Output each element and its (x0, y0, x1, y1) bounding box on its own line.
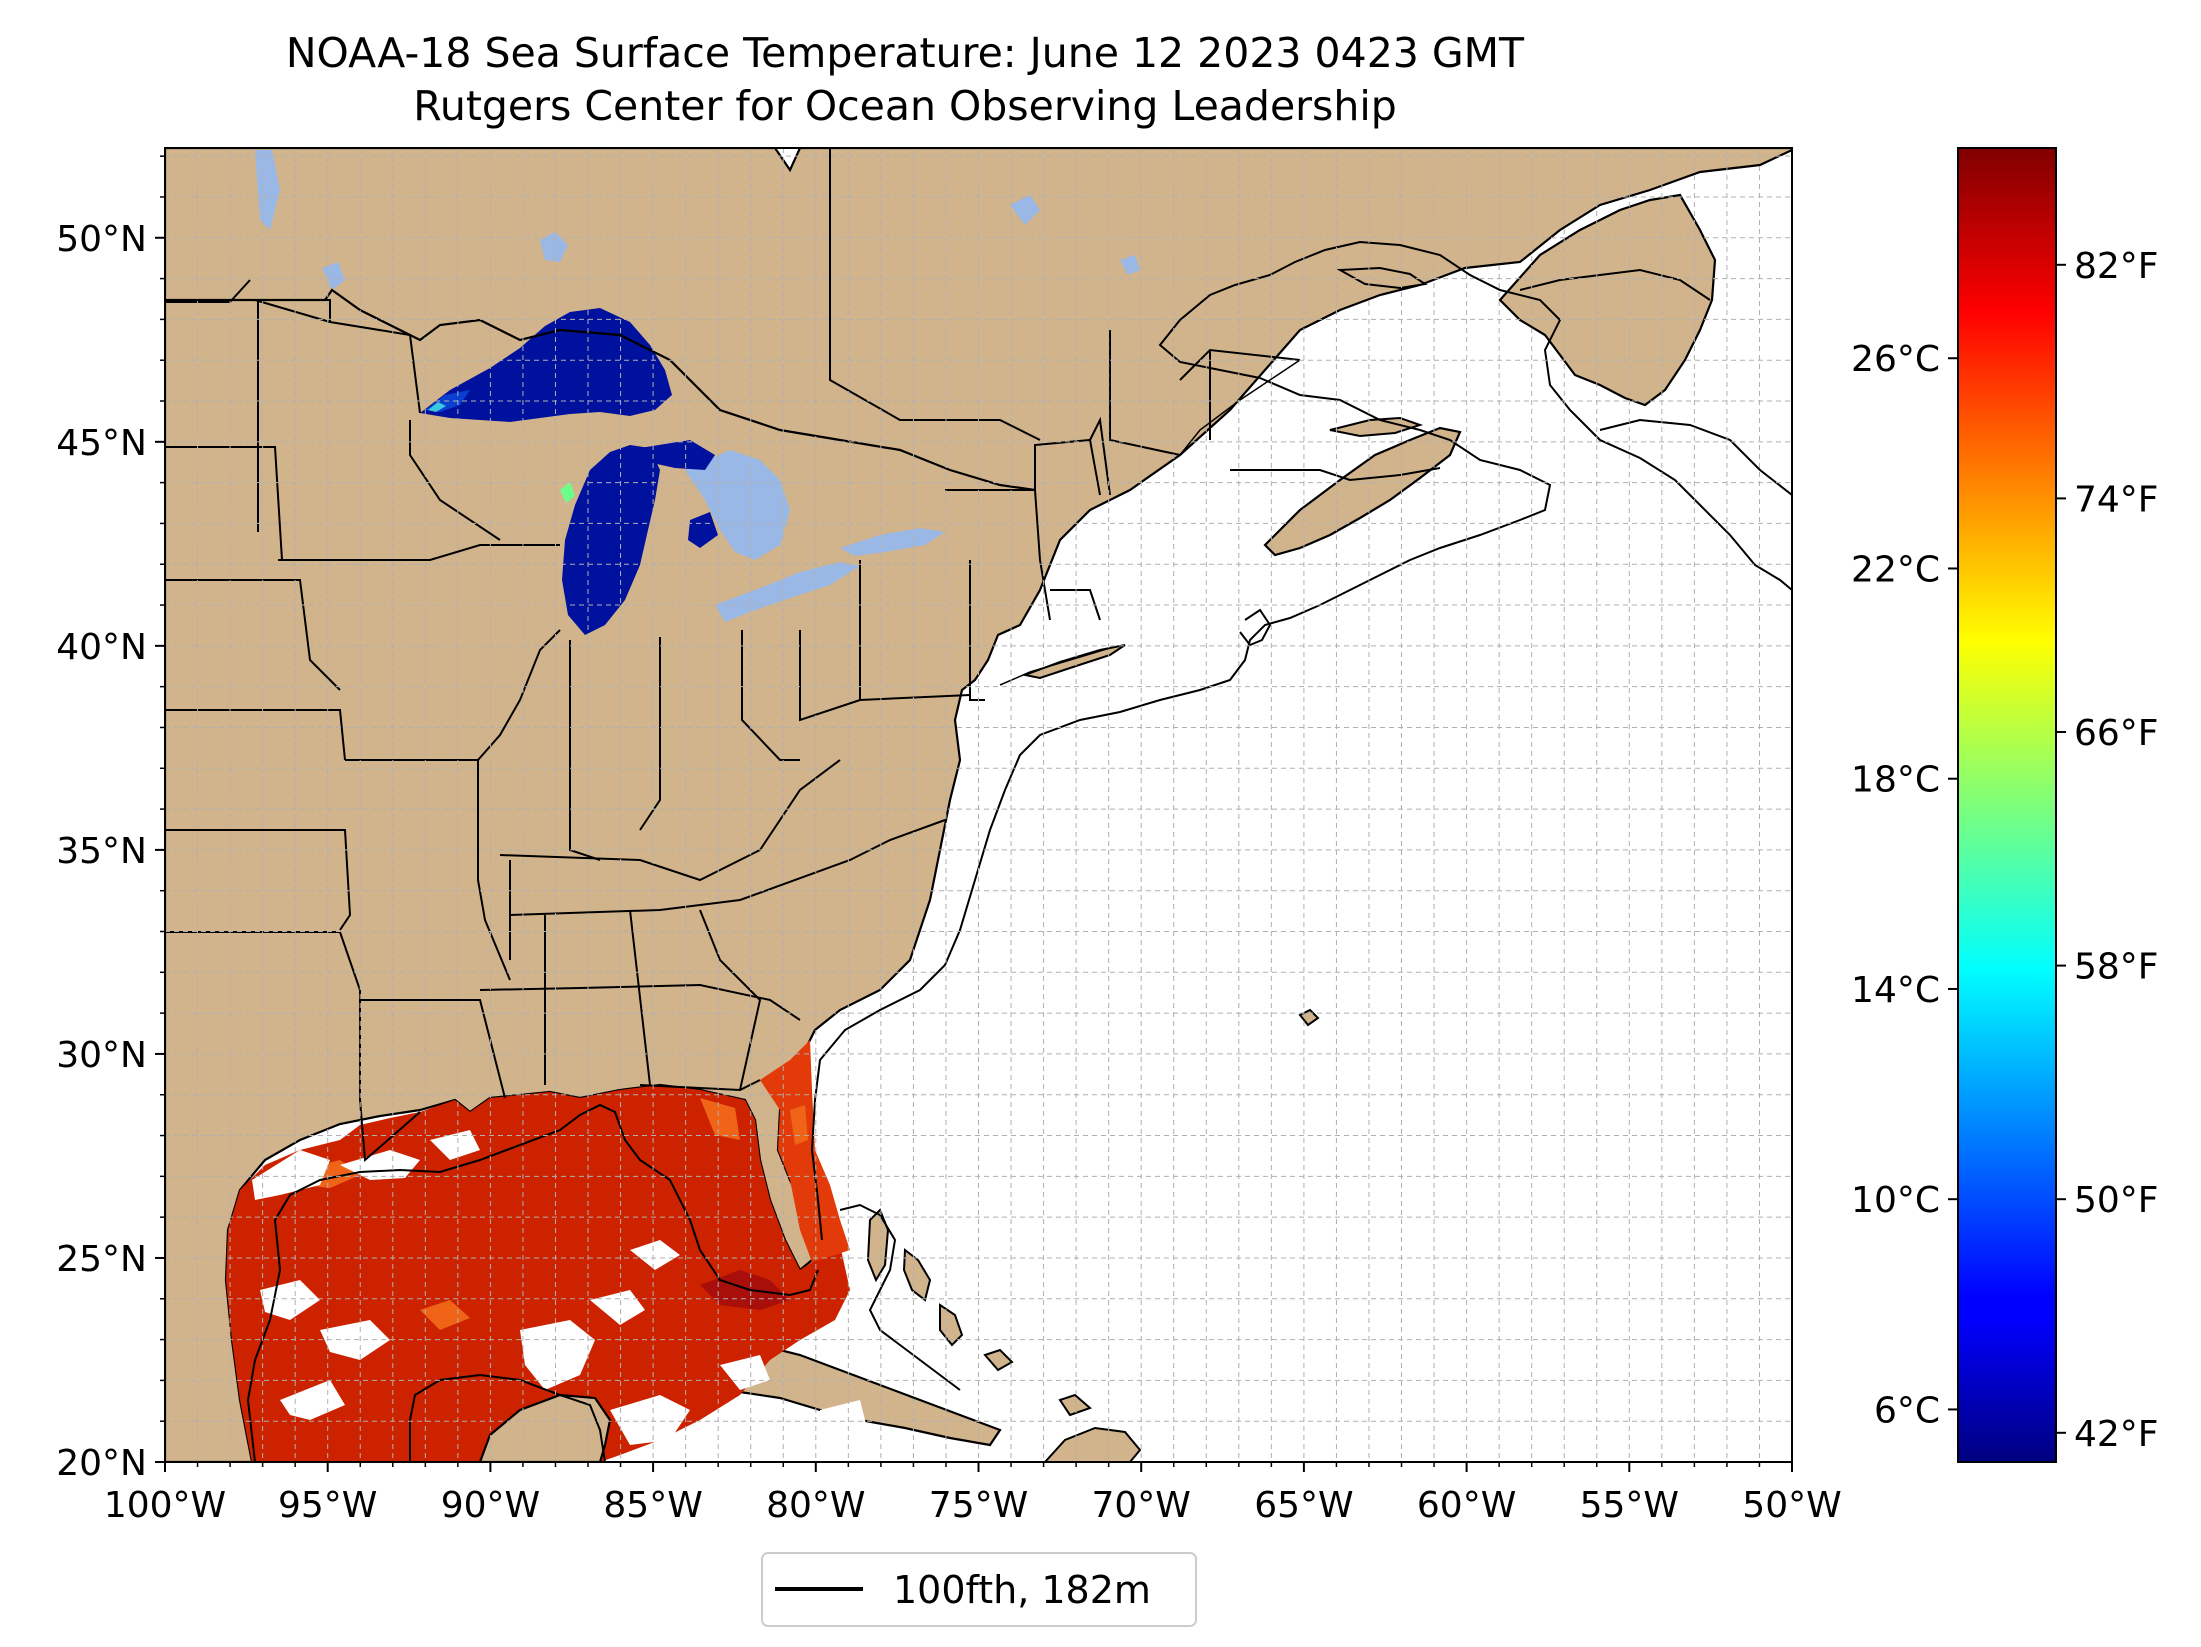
land-hispaniola (1043, 1426, 1142, 1462)
legend: 100fth, 182m (761, 1552, 1197, 1627)
celsius-tick-label: 22°C (1851, 549, 1940, 590)
lon-tick-label: 90°W (441, 1485, 540, 1526)
lake-superior-sst (420, 308, 672, 422)
lat-tick-label: 45°N (56, 423, 147, 464)
lon-tick-label: 75°W (929, 1485, 1028, 1526)
coastline-detail (999, 359, 1301, 686)
lon-tick-label: 85°W (603, 1485, 702, 1526)
fahrenheit-tick-label: 74°F (2074, 479, 2159, 520)
isobath-100fth (246, 240, 1792, 1462)
fahrenheit-tick-label: 66°F (2074, 713, 2159, 754)
canada-us-border (165, 288, 1036, 492)
lake-huron (685, 450, 790, 560)
land-long-island (1021, 644, 1126, 680)
land-north-america (165, 148, 1792, 1462)
lon-tick-label: 50°W (1742, 1485, 1841, 1526)
land-newfoundland (1498, 193, 1717, 407)
lon-tick-label: 65°W (1254, 1485, 1353, 1526)
lat-tick-label: 20°N (56, 1443, 147, 1484)
land-nova-scotia (1263, 426, 1462, 557)
lake-michigan-sst (562, 445, 660, 635)
lon-tick-label: 70°W (1091, 1485, 1190, 1526)
lat-tick-label: 35°N (56, 831, 147, 872)
land-bahamas (866, 1008, 1320, 1417)
colorbar: 6°C 10°C 14°C 18°C 22°C 26°C 42°F 50°F 58°F 66°F… (1851, 147, 2159, 1463)
celsius-tick-label: 6°C (1874, 1390, 1940, 1431)
gulf-sst (226, 1040, 870, 1462)
celsius-tick-label: 14°C (1851, 970, 1940, 1011)
colorbar-gradient (1957, 147, 2057, 1463)
fahrenheit-tick-label: 82°F (2074, 246, 2159, 287)
legend-label: 100fth, 182m (893, 1568, 1151, 1612)
cloud-gaps (252, 1130, 870, 1460)
lon-tick-label: 80°W (766, 1485, 865, 1526)
land-anticosti (1336, 266, 1428, 290)
lake-nipigon (540, 232, 568, 262)
colorbar-fahrenheit-ticks: 42°F 50°F 58°F 66°F 74°F 82°F (2056, 246, 2159, 1455)
map-area: 100°W 95°W 90°W 85°W 80°W 75°W 70°W 65°W 60°W 55°… (56, 147, 1842, 1526)
fahrenheit-tick-label: 58°F (2074, 947, 2159, 988)
lat-tick-label: 25°N (56, 1239, 147, 1280)
lake-erie (715, 562, 860, 622)
celsius-tick-label: 18°C (1851, 760, 1940, 801)
lat-tick-label: 50°N (56, 219, 147, 260)
fahrenheit-tick-label: 42°F (2074, 1414, 2159, 1455)
lat-tick-label: 30°N (56, 1035, 147, 1076)
fahrenheit-tick-label: 50°F (2074, 1180, 2159, 1221)
chart-title: NOAA-18 Sea Surface Temperature: June 12… (285, 29, 1525, 77)
state-boundaries (165, 148, 1301, 1163)
lat-tick-label: 40°N (56, 627, 147, 668)
lon-tick-label: 60°W (1417, 1485, 1516, 1526)
legend-box (761, 1552, 1197, 1627)
lon-tick-label: 95°W (278, 1485, 377, 1526)
colorbar-celsius-ticks: 6°C 10°C 14°C 18°C 22°C 26°C (1851, 339, 1958, 1431)
lakes (255, 150, 1140, 622)
celsius-tick-label: 10°C (1851, 1180, 1940, 1221)
lat-ticks: 20°N 25°N 30°N 35°N 40°N 45°N 50°N (56, 155, 165, 1484)
land-pei (1329, 416, 1424, 438)
gridlines (164, 148, 1793, 1463)
lon-tick-label: 55°W (1580, 1485, 1679, 1526)
celsius-tick-label: 26°C (1851, 339, 1940, 380)
lon-ticks: 100°W 95°W 90°W 85°W 80°W 75°W 70°W 65°W 60°W 55°… (104, 1462, 1842, 1526)
great-lakes-sst (420, 308, 718, 635)
lake-ontario (840, 528, 945, 556)
chart-subtitle: Rutgers Center for Ocean Observing Leade… (413, 82, 1397, 130)
lon-tick-label: 100°W (104, 1485, 226, 1526)
